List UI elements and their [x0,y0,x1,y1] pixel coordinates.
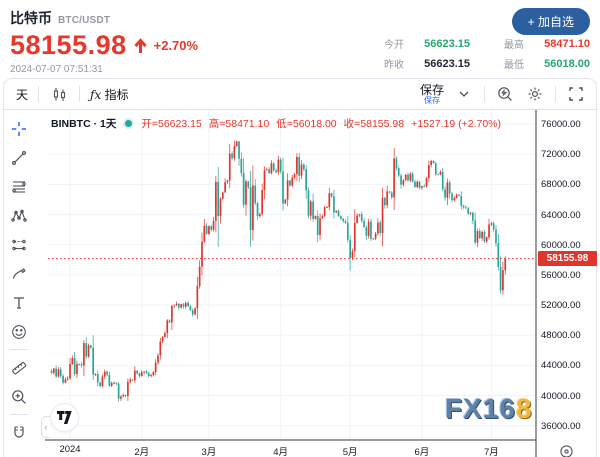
legend-high: 高=58471.10 [208,118,270,130]
indicators-button[interactable]: ƒx 指标 [90,87,129,102]
legend-open: 开=56623.15 [141,118,202,130]
candlestick-chart[interactable] [4,110,600,457]
time-axis-label: 6月 [414,447,430,457]
xabcd-pattern-icon[interactable] [6,201,32,230]
stat-high-value: 58471.10 [544,37,590,50]
price-axis-label: 52000.00 [541,300,581,312]
price-axis-label: 44000.00 [541,360,581,372]
legend-change: +1527.19 (+2.70%) [411,117,501,130]
quote-timestamp: 2024-07-07 07:51:31 [10,64,103,75]
last-price-tag: 58155.98 [538,251,597,267]
time-axis-label: 4月 [273,447,289,457]
time-axis-label: 7月 [483,447,499,457]
market-status-dot [125,120,133,127]
last-price: 58155.98 [10,30,127,60]
stat-high: 最高 58471.10 [504,37,590,52]
price-axis-label: 68000.00 [541,179,581,191]
price-axis-label: 76000.00 [541,119,581,130]
quote-stats: 今开 56623.15 最高 58471.10 昨收 56623.15 最低 5… [384,36,590,72]
interval-button[interactable]: 天 [16,87,29,102]
symbol-name: 比特币 [10,10,52,26]
quote-header: 比特币 BTC/USDT 58155.98 +2.70% 2024-07-07 … [0,0,600,78]
chart-toolbar: 天 ƒx 指标 保存 保存 [4,79,596,109]
text-icon[interactable] [6,288,32,317]
chart-panel: 天 ƒx 指标 保存 保存 [3,78,597,457]
stat-prev-close-value: 56623.15 [424,57,470,70]
price-axis-label: 72000.00 [541,149,581,161]
save-button[interactable]: 保存 保存 [419,82,444,105]
stat-prev-close: 昨收 56623.15 [384,57,470,72]
time-axis-label: 5月 [342,447,358,457]
stat-open-value: 56623.15 [424,37,470,50]
price-axis-label: 40000.00 [541,390,581,402]
crosshair-icon[interactable] [6,114,32,143]
time-axis-label: 2024 [59,444,81,455]
trend-line-icon[interactable] [6,143,32,172]
price-axis-label: 56000.00 [541,269,581,281]
camera-icon[interactable] [495,84,515,104]
stat-open: 今开 56623.15 [384,37,470,52]
time-axis-label: 2月 [134,447,150,457]
price-axis-label: 60000.00 [541,239,581,251]
tradingview-logo[interactable] [50,403,79,432]
price-axis-label: 64000.00 [541,209,581,221]
chevron-down-icon[interactable] [454,84,474,104]
symbol-pair: BTC/USDT [58,15,111,26]
candles-icon[interactable] [49,84,69,104]
price-axis-label: 48000.00 [541,330,581,342]
time-axis-label: 3月 [201,447,217,457]
legend-low: 低=56018.00 [276,118,337,130]
stat-low: 最低 56018.00 [504,57,590,72]
fx-icon: ƒx [90,87,102,102]
ruler-icon[interactable] [6,353,32,382]
fib-retracement-icon[interactable] [6,172,32,201]
add-watchlist-button[interactable]: + 加自选 [511,8,590,35]
gear-icon[interactable] [525,84,545,104]
emoji-icon[interactable] [6,317,32,346]
projection-icon[interactable] [6,230,32,259]
up-arrow-icon [134,37,147,54]
brush-icon[interactable] [6,259,32,288]
magnet-icon[interactable] [6,418,32,447]
legend-title[interactable]: BINBTC · 1天 [51,118,117,130]
legend-close: 收=58155.98 [343,118,405,130]
stat-low-value: 56018.00 [544,57,590,70]
zoom-in-icon[interactable] [6,382,32,411]
chart-body: BINBTC · 1天 开=56623.15 高=58471.10 低=5601… [4,110,597,457]
chart-legend: BINBTC · 1天 开=56623.15 高=58471.10 低=5601… [51,116,501,131]
save-badge: 保存 [423,95,440,105]
price-axis-label: 36000.00 [541,420,581,432]
timezone-settings-icon[interactable] [559,444,574,457]
fullscreen-icon[interactable] [566,84,586,104]
collapse-toolbar-handle[interactable]: ‹ [41,416,50,438]
fx168-watermark: FX168 [445,393,533,424]
drawing-tool-rail [4,114,34,457]
change-percent: +2.70% [153,38,199,53]
